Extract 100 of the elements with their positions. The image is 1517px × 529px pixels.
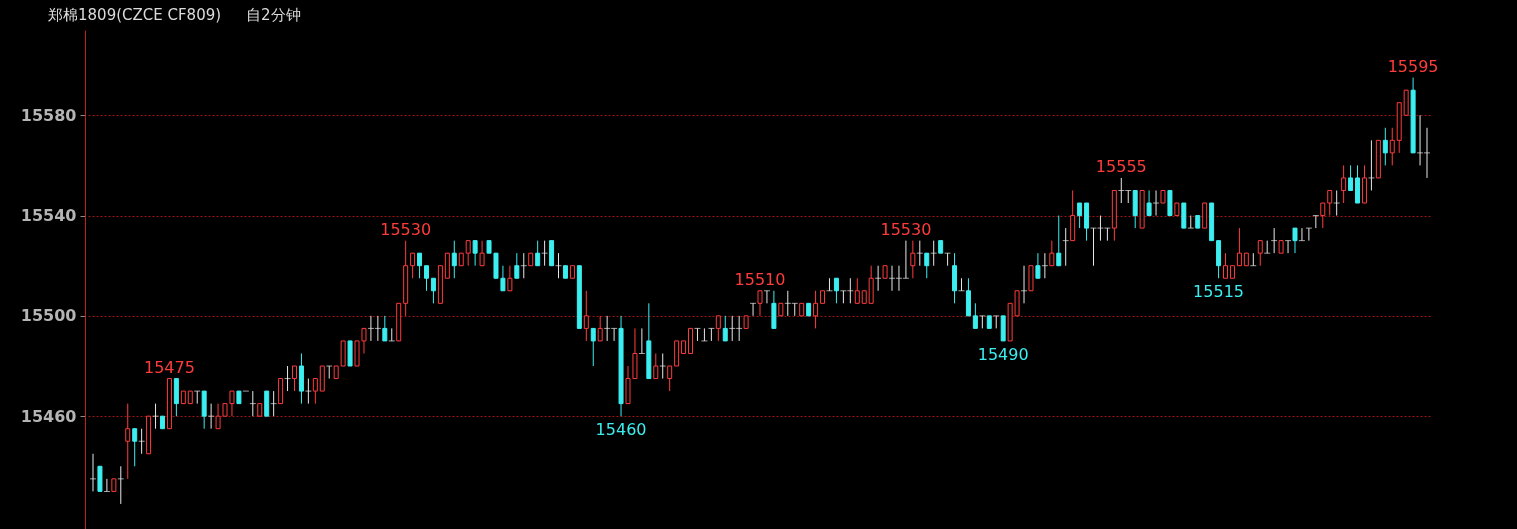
candlestick [1056,215,1062,267]
chart-subtitle: 自2分钟 [246,6,301,24]
candlestick [514,252,520,279]
candlestick [1368,139,1375,191]
annotation: 15515 [1193,282,1245,302]
candlestick [750,302,757,317]
annotation: 15530 [880,219,932,239]
candlestick [1062,227,1069,267]
candlestick [583,290,589,342]
candlestick [125,403,131,480]
candlestick [1035,252,1041,279]
candlestick [284,365,291,392]
candlestick [1320,202,1326,229]
candlestick [597,315,603,342]
candlestick [1187,215,1194,229]
candlestick [90,453,96,492]
annotation: 15595 [1387,56,1439,76]
candlestick [1041,252,1048,279]
candlestick [854,277,860,304]
candlestick [326,365,333,380]
candlestick [910,240,916,279]
candlestick [1327,189,1333,217]
candlestick [653,352,659,380]
candlestick [916,240,923,267]
candlestick [194,390,201,405]
candlestick [472,240,478,267]
candlestick [875,265,882,292]
y-tick-label: 15500 [20,306,77,326]
candlestick [424,265,429,292]
candlestick [659,352,666,380]
candlestick [979,315,986,329]
candlestick [590,327,596,367]
candlestick [1257,240,1263,267]
candlestick [312,378,318,405]
candlestick [1298,227,1305,242]
candlestick [715,315,721,342]
candlestick [1223,252,1229,279]
candlestick [388,327,395,342]
candlestick [430,277,436,304]
candlestick [1049,240,1055,267]
chart-title: 郑棉1809(CZCE CF809) [48,6,222,24]
candlestick [535,240,541,267]
candlestick [694,327,701,342]
candlestick [722,315,728,342]
candlestick [708,327,715,342]
annotation: 15475 [143,357,195,377]
candlestick [152,403,159,430]
candlestick [993,315,1000,329]
candlestick [813,290,819,329]
candlestick [924,252,930,279]
y-tick-label: 15580 [20,105,77,125]
candlestick [249,390,256,417]
annotation: 15490 [977,344,1029,364]
candlestick [1264,240,1271,254]
candlestick [465,240,471,267]
candlestick [1153,189,1160,217]
candlestick [763,290,770,304]
candlestick [1333,189,1340,217]
candlestick [270,390,277,417]
y-tick-label: 15460 [20,406,77,426]
candlestick [958,277,965,292]
candlestick [555,252,562,279]
candlestick [1341,164,1347,204]
candlestick [1250,252,1257,267]
annotation: 15510 [734,269,786,289]
candlestick [382,315,388,342]
candlestick [1146,189,1152,217]
candlestick [507,265,513,292]
y-tick-label: 15540 [20,206,77,226]
candlestick [410,252,416,279]
candlestick [930,240,937,267]
candlestick [291,365,297,392]
candlestick [1271,227,1278,254]
candlestick [520,252,527,279]
candlestick [972,302,978,329]
candlestick [1305,227,1312,242]
candlestick [757,290,763,317]
candlestick [541,240,548,267]
candlestick [1382,127,1388,166]
candlestick [305,378,312,405]
annotation: 15530 [380,219,432,239]
candlestick [1285,240,1292,254]
candlestick [1021,265,1028,304]
candlestick [701,327,708,342]
candlestick [208,403,215,430]
candlestick [451,240,457,279]
candlestick [117,465,124,505]
candlestick [944,252,951,267]
candlestick [132,428,138,467]
candlestick [1348,164,1354,191]
candlestick [1236,227,1242,267]
candlestick [417,252,423,279]
candlestick [1389,127,1395,166]
candlestick [103,478,110,492]
candlestick [479,240,485,267]
candlestick [1077,202,1083,229]
candlestick [833,277,839,304]
candlestick [667,365,673,392]
candlestick [1292,227,1298,254]
candlestick [138,428,145,455]
